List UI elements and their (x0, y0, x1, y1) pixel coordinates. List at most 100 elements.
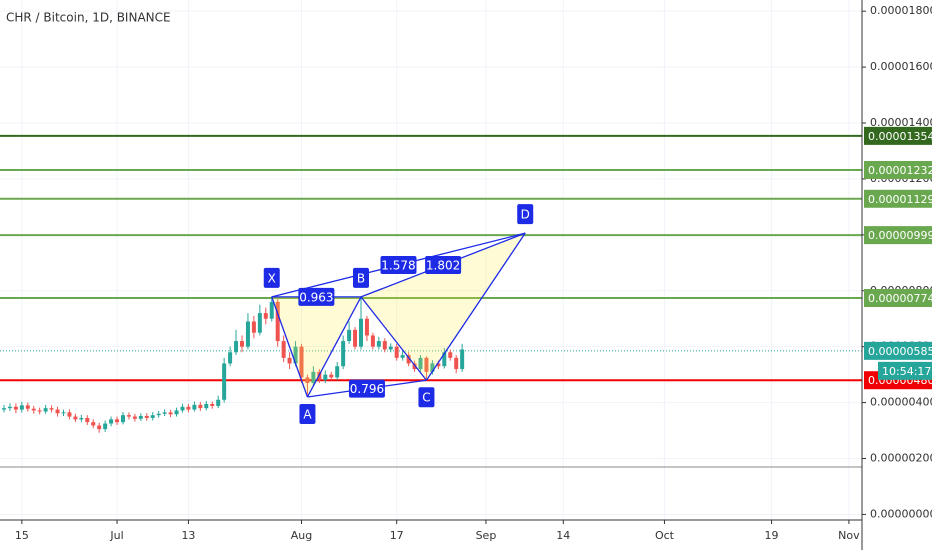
point-tag (299, 403, 316, 424)
candle-body (25, 405, 30, 409)
candle-body (138, 416, 143, 419)
candle-body (287, 357, 292, 364)
candle-body (275, 301, 280, 342)
ratio-label: 1.578 (381, 259, 415, 273)
x-tick-label: 14 (556, 529, 570, 542)
ratio-label: 0.963 (299, 290, 333, 304)
candle-body (341, 341, 346, 367)
candle-body (370, 335, 375, 347)
candle-body (73, 416, 78, 420)
point-label: X (268, 271, 276, 285)
candle-body (162, 412, 167, 414)
ratio-label: 0.796 (350, 382, 384, 396)
y-tick-label: 0.00000000 (870, 507, 932, 520)
candle-body (156, 413, 161, 416)
candle-body (144, 416, 149, 418)
countdown-label: 10:54:17 (882, 365, 931, 378)
candle-body (430, 363, 435, 372)
point-label: A (303, 407, 312, 421)
price-level-label: 0.00001129 (868, 193, 932, 206)
pattern-line (360, 296, 427, 381)
candle-body (97, 425, 102, 430)
candle-body (228, 352, 233, 364)
candle-body (103, 423, 108, 430)
pattern-fill (271, 296, 361, 397)
price-level-tag (864, 126, 932, 145)
current-price-tag (864, 341, 932, 360)
candle-body (442, 352, 447, 367)
candle-body (335, 366, 340, 378)
x-tick-label: 15 (15, 529, 29, 542)
x-tick-label: 17 (390, 529, 404, 542)
candle-body (347, 329, 352, 342)
pattern-line (271, 296, 309, 398)
x-tick-label: 19 (765, 529, 779, 542)
candle-body (323, 374, 328, 381)
candle-body (126, 415, 131, 417)
candle-body (180, 406, 185, 411)
candle-body (7, 406, 12, 409)
candle-body (37, 410, 42, 412)
y-tick-label: 0.00001400 (870, 116, 932, 129)
candle-body (132, 416, 137, 419)
point-label: C (422, 391, 430, 405)
candle-body (55, 409, 60, 414)
candle-body (115, 419, 120, 423)
x-tick-label: Jul (109, 529, 123, 542)
candle-body (394, 346, 399, 358)
price-level-label: 0.00000999 (868, 229, 932, 242)
y-tick-label: 0.00001800 (870, 4, 932, 17)
candle-body (448, 352, 453, 358)
candle-body (67, 412, 72, 417)
candle-body (418, 357, 423, 370)
x-tick-label: 13 (181, 529, 195, 542)
candle-body (412, 363, 417, 370)
candle-body (120, 415, 125, 423)
ratio-tag (380, 256, 417, 275)
candle-body (13, 406, 18, 410)
candle-body (79, 417, 84, 420)
pattern-fill (360, 233, 526, 381)
candle-body (329, 374, 334, 378)
ratio-label: 1.802 (426, 259, 460, 273)
candle-body (49, 408, 54, 410)
point-tag (352, 267, 369, 288)
y-tick-label: 0.00001600 (870, 60, 932, 73)
pattern: 0.963 0.796 1.578 1.802 X A B C D (263, 204, 534, 424)
x-tick-label: Nov (838, 529, 860, 542)
price-level-tag (864, 289, 932, 308)
candle-body (311, 371, 316, 384)
candle-body (43, 408, 48, 412)
y-tick-label: 0.00000400 (870, 396, 932, 409)
candle-body (257, 313, 262, 333)
point-label: B (357, 271, 365, 285)
candle-body (436, 363, 441, 367)
candle-body (61, 412, 66, 414)
candle-body (460, 349, 465, 370)
candle-body (198, 404, 203, 409)
candle-body (382, 341, 387, 350)
candles (1, 296, 465, 433)
price-level-label: 0.00000774 (868, 292, 932, 305)
price-level-label: 0.00001232 (868, 164, 932, 177)
candle-body (192, 404, 197, 410)
candle-body (245, 321, 250, 347)
point-tag (418, 387, 435, 408)
candle-body (216, 399, 221, 406)
candle-body (168, 412, 173, 415)
ratio-tag (348, 379, 385, 398)
candle-body (281, 341, 286, 358)
candle-body (454, 357, 459, 370)
pattern-line (306, 296, 362, 398)
candle-body (400, 355, 405, 358)
candle-body (91, 422, 96, 426)
candle-body (251, 321, 256, 333)
point-tag (517, 204, 534, 225)
price-tags: 0.00001354 0.00001232 0.00001129 0.00000999… (864, 126, 932, 390)
x-tick-label: Sep (476, 529, 497, 542)
candle-body (364, 318, 369, 336)
candle-body (1, 408, 6, 410)
ratio-tag (298, 287, 335, 306)
candle-body (31, 408, 36, 411)
